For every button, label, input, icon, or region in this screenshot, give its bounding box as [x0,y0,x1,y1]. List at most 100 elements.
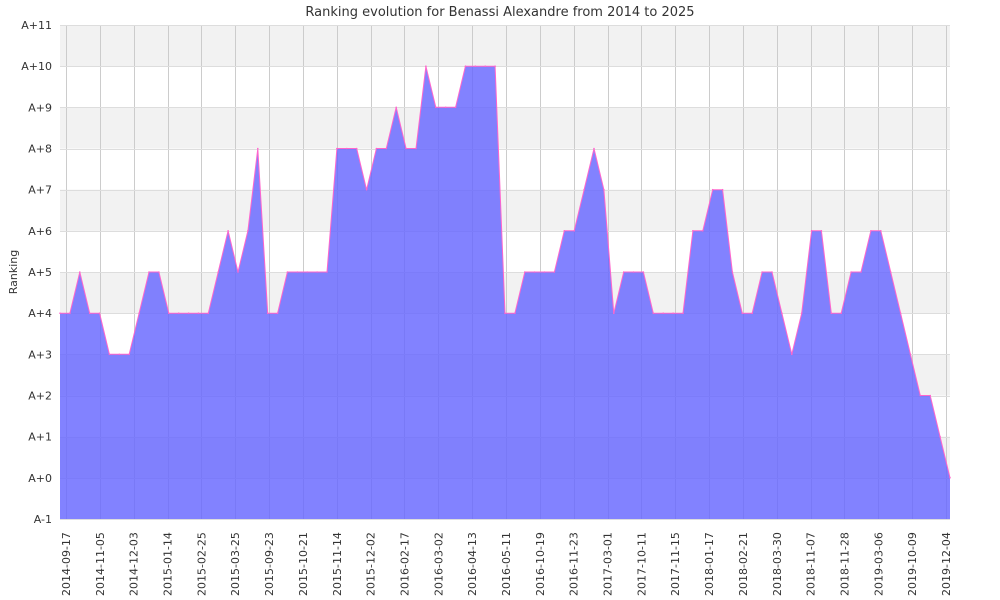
data-point [207,312,210,315]
data-point [652,312,655,315]
data-point [365,188,368,191]
data-point [889,271,892,273]
data-point [613,312,615,315]
data-point [296,271,299,273]
data-point [899,312,902,315]
data-point [128,353,130,356]
y-tick-label: A+5 [28,266,52,279]
x-tick-label: 2016-11-23 [568,532,581,596]
x-tick-label: 2014-09-17 [60,532,73,596]
y-tick-label: A+10 [21,60,52,73]
data-point [237,271,239,273]
data-point [59,312,61,315]
x-tick-label: 2018-01-17 [703,532,716,596]
data-point [543,271,546,273]
data-point [197,312,200,315]
data-point [573,230,575,232]
data-point [326,271,328,273]
data-point [642,271,645,273]
data-point [919,394,922,397]
x-tick-label: 2016-02-17 [398,532,411,596]
data-point [692,230,694,232]
data-point [395,106,398,109]
data-point [909,353,912,356]
y-tick-label: A+7 [28,184,52,197]
data-point [158,271,160,273]
y-axis-label: Ranking [7,250,20,295]
data-point [672,312,674,315]
data-point [227,230,229,232]
data-point [247,230,249,232]
data-point [88,312,91,315]
data-point [791,353,793,356]
data-point [771,271,773,273]
data-point [346,147,348,150]
data-point [622,271,625,273]
data-point [118,353,121,356]
data-point [840,312,842,315]
x-tick-label: 2015-01-14 [162,532,175,596]
y-tick-labels: A-1 A+0 A+1 A+2 A+3 A+4 A+5 A+6 A+7 A+8 A+9 A+10 A+1… [21,19,52,526]
x-tick-label: 2014-12-03 [128,532,141,596]
data-point [444,106,447,109]
x-tick-label: 2015-03-25 [229,532,242,596]
x-tick-label: 2016-10-19 [534,532,547,596]
x-tick-labels: 2014-09-17 2014-11-05 2014-12-03 2015-01-14… [60,532,953,596]
data-point [405,147,407,150]
data-point [355,147,358,150]
data-point [504,312,506,315]
data-point [632,271,635,273]
data-point [474,65,477,67]
data-point [850,271,852,273]
data-point [563,230,566,232]
data-point [187,312,190,315]
data-point [731,271,734,273]
data-point [514,312,516,315]
data-point [177,312,180,315]
data-point [316,271,318,273]
data-point [524,271,526,273]
grid-band [60,25,950,67]
data-point [385,147,388,150]
y-tick-label: A+3 [28,348,52,361]
x-tick-label: 2017-03-01 [602,532,615,596]
grid-band [60,189,950,231]
data-point [494,65,496,67]
data-point [435,106,437,109]
y-tick-label: A+0 [28,472,52,485]
y-tick-label: A+6 [28,225,52,238]
y-tick-label: A+2 [28,390,52,403]
x-tick-label: 2018-02-21 [737,532,750,596]
data-point [603,188,605,191]
data-point [464,65,467,67]
data-point [711,188,714,191]
data-point [702,230,704,232]
data-point [138,312,140,315]
data-point [306,271,309,273]
data-point [148,271,150,273]
data-point [425,65,427,67]
y-tick-label: A+8 [28,143,52,156]
x-tick-label: 2019-12-04 [940,532,953,596]
data-point [454,106,457,109]
x-tick-label: 2018-11-07 [805,532,818,596]
data-point [98,312,101,315]
data-point [375,147,378,150]
chart-title: Ranking evolution for Benassi Alexandre … [305,5,694,20]
data-point [108,353,111,356]
x-tick-label: 2016-04-13 [466,532,479,596]
data-point [830,312,833,315]
data-point [168,312,170,315]
data-point [69,312,71,315]
data-point [217,271,219,273]
x-tick-label: 2017-11-15 [669,532,682,596]
data-point [682,312,684,315]
data-point [484,65,487,67]
y-tick-label: A+1 [28,431,52,444]
y-tick-label: A-1 [34,513,52,526]
data-point [880,230,882,232]
data-point [751,312,753,315]
data-point [870,230,872,232]
data-point [257,147,259,150]
